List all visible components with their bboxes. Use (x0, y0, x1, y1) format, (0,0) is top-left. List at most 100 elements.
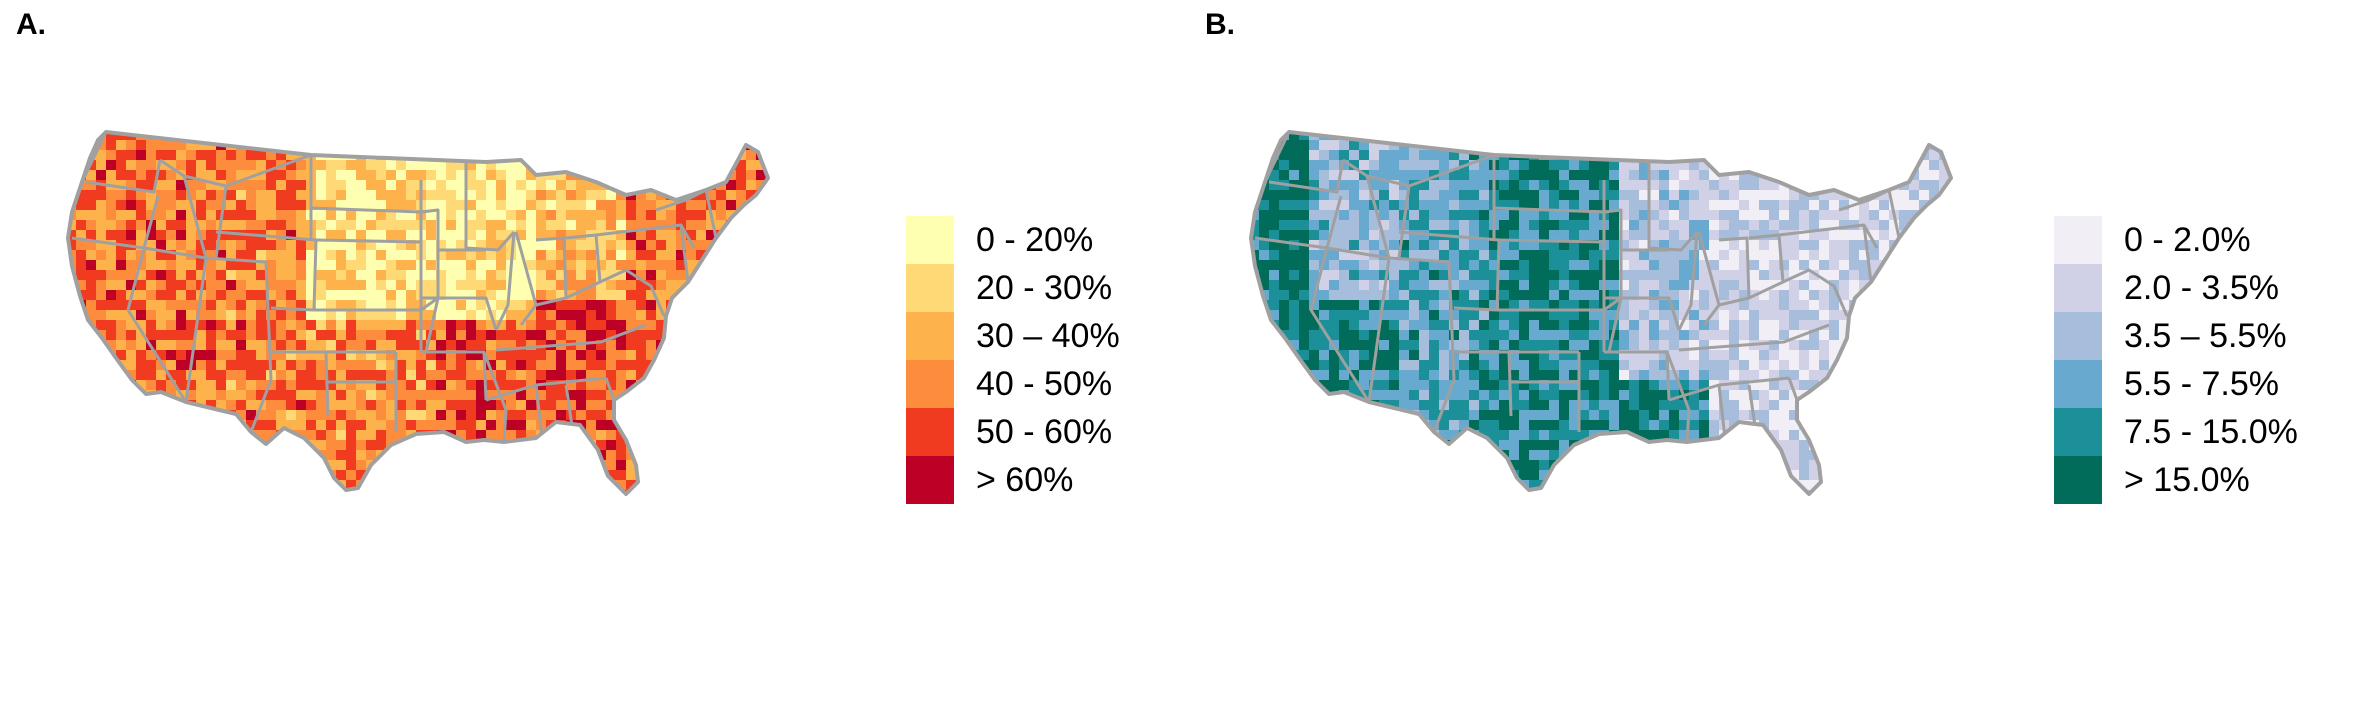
county-cell (1529, 140, 1540, 151)
county-cell (556, 250, 567, 261)
county-cell (1739, 410, 1750, 421)
county-cell (396, 230, 407, 241)
county-cell (316, 340, 327, 351)
county-cell (176, 450, 187, 461)
county-cell (446, 260, 457, 271)
county-cell (406, 350, 417, 361)
county-cell (306, 240, 317, 251)
county-cell (1739, 140, 1750, 151)
county-cell (1849, 320, 1860, 331)
county-cell (596, 170, 607, 181)
county-cell (126, 460, 137, 471)
county-cell (236, 210, 247, 221)
county-cell (236, 132, 247, 141)
county-cell (146, 360, 157, 371)
county-cell (756, 450, 767, 461)
county-cell (766, 410, 768, 421)
county-cell (746, 240, 757, 251)
county-cell (446, 132, 457, 141)
county-cell (1589, 230, 1600, 241)
county-cell (746, 420, 757, 431)
county-cell (76, 330, 87, 341)
county-cell (156, 120, 167, 131)
county-cell (676, 320, 687, 331)
county-cell (1869, 310, 1880, 321)
county-cell (456, 210, 467, 221)
county-cell (1519, 330, 1530, 341)
county-cell (96, 350, 107, 361)
county-cell (1799, 240, 1810, 251)
county-cell (606, 290, 617, 301)
county-cell (1729, 240, 1740, 251)
county-cell (666, 270, 677, 281)
county-cell (236, 260, 247, 271)
county-cell (1339, 150, 1350, 161)
county-cell (1809, 260, 1820, 271)
county-cell (686, 310, 697, 321)
county-cell (1539, 360, 1550, 371)
county-cell (306, 430, 317, 441)
county-cell (1509, 260, 1520, 271)
county-cell (1609, 120, 1620, 131)
county-cell (326, 460, 337, 471)
county-cell (286, 480, 297, 491)
county-cell (176, 220, 187, 231)
county-cell (466, 320, 477, 331)
county-cell (396, 200, 407, 211)
county-cell (696, 210, 707, 221)
county-cell (1839, 410, 1850, 421)
county-cell (1719, 290, 1730, 301)
county-cell (1689, 380, 1700, 391)
county-cell (1789, 290, 1800, 301)
county-cell (1629, 260, 1640, 271)
county-cell (1929, 330, 1940, 341)
county-cell (636, 340, 647, 351)
county-cell (696, 280, 707, 291)
county-cell (386, 340, 397, 351)
county-cell (146, 260, 157, 271)
county-cell (1539, 330, 1550, 341)
county-cell (266, 300, 277, 311)
county-cell (136, 440, 147, 451)
county-cell (516, 300, 527, 311)
county-cell (626, 410, 637, 421)
county-cell (666, 350, 677, 361)
county-cell (1251, 240, 1260, 251)
county-cell (1579, 230, 1590, 241)
county-cell (1499, 310, 1510, 321)
county-cell (1359, 360, 1370, 371)
county-cell (456, 180, 467, 191)
county-cell (1409, 280, 1420, 291)
county-cell (1829, 160, 1840, 171)
county-cell (296, 460, 307, 471)
county-cell (176, 140, 187, 151)
county-cell (736, 370, 747, 381)
county-cell (1849, 180, 1860, 191)
county-cell (1699, 270, 1710, 281)
county-cell (1419, 360, 1430, 371)
county-cell (1429, 330, 1440, 341)
county-cell (626, 360, 637, 371)
county-cell (1609, 220, 1620, 231)
county-cell (1519, 380, 1530, 391)
county-cell (216, 430, 227, 441)
county-cell (166, 140, 177, 151)
county-cell (396, 290, 407, 301)
county-cell (1849, 210, 1860, 221)
county-cell (576, 450, 587, 461)
county-cell (1449, 400, 1460, 411)
county-cell (546, 250, 557, 261)
county-cell (1619, 180, 1630, 191)
county-cell (676, 440, 687, 451)
county-cell (1749, 270, 1760, 281)
county-cell (1619, 320, 1630, 331)
county-cell (206, 330, 217, 341)
county-cell (126, 320, 137, 331)
county-cell (736, 160, 747, 171)
county-cell (1539, 120, 1550, 131)
county-cell (646, 330, 657, 341)
county-cell (1779, 120, 1790, 131)
county-cell (1459, 340, 1470, 351)
county-cell (1589, 410, 1600, 421)
county-cell (1369, 320, 1380, 331)
